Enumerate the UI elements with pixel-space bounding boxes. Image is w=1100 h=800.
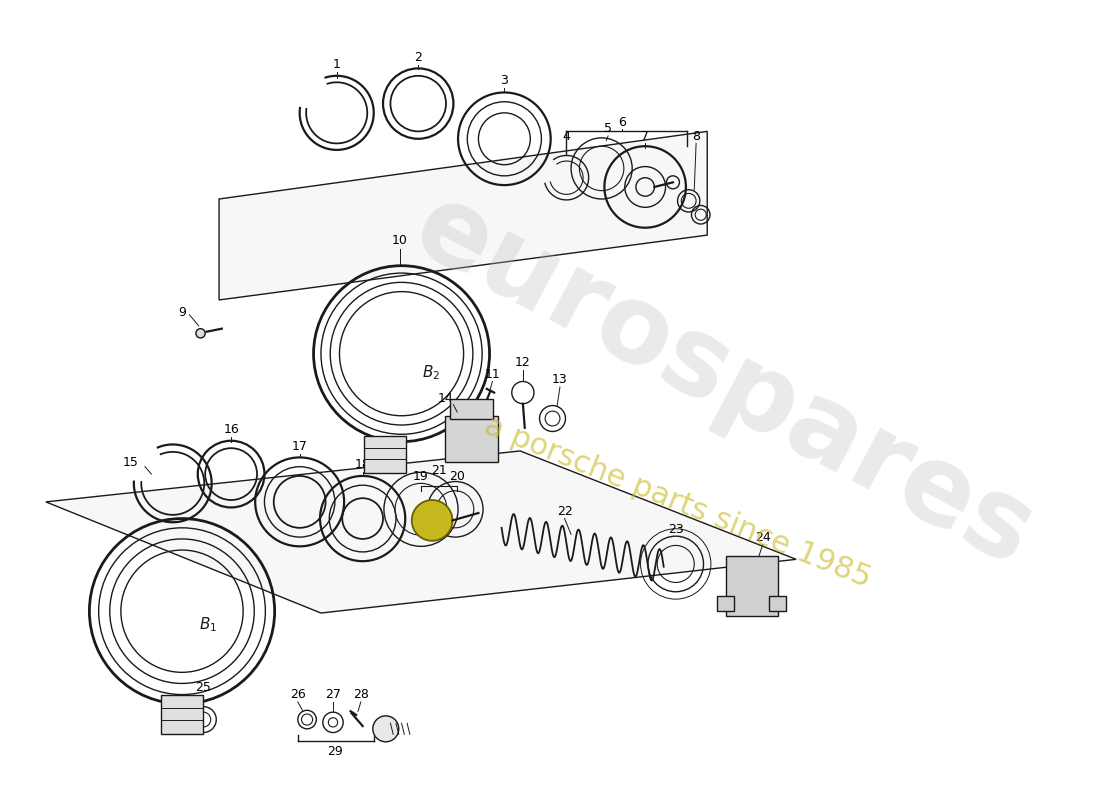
Text: 9: 9	[178, 306, 186, 318]
Text: 17: 17	[292, 440, 308, 453]
Text: 14: 14	[438, 392, 454, 405]
Text: 1: 1	[333, 58, 341, 71]
Text: 12: 12	[515, 357, 531, 370]
Text: 3: 3	[500, 74, 508, 87]
FancyBboxPatch shape	[364, 436, 406, 473]
Text: $\mathit{B}_2$: $\mathit{B}_2$	[422, 363, 440, 382]
Text: 22: 22	[557, 505, 572, 518]
Text: 7: 7	[641, 130, 649, 142]
Text: 20: 20	[449, 470, 465, 483]
Polygon shape	[46, 451, 796, 613]
Text: 26: 26	[290, 688, 306, 701]
Text: 10: 10	[392, 234, 408, 247]
Polygon shape	[219, 131, 707, 300]
Text: 27: 27	[326, 688, 341, 701]
Text: 5: 5	[604, 122, 612, 135]
Text: $\mathit{B}_1$: $\mathit{B}_1$	[199, 616, 217, 634]
Text: 29: 29	[327, 746, 343, 758]
FancyBboxPatch shape	[450, 399, 493, 419]
Text: 28: 28	[353, 688, 369, 701]
FancyBboxPatch shape	[161, 695, 204, 734]
Text: 15: 15	[123, 457, 139, 470]
FancyBboxPatch shape	[769, 596, 786, 611]
Text: 19: 19	[414, 470, 429, 483]
Text: a porsche parts since 1985: a porsche parts since 1985	[480, 411, 876, 593]
Circle shape	[373, 716, 399, 742]
Text: 2: 2	[415, 50, 422, 64]
Text: 13: 13	[552, 373, 568, 386]
FancyBboxPatch shape	[446, 416, 498, 462]
Text: 16: 16	[223, 423, 239, 436]
Text: 21: 21	[431, 464, 447, 477]
Text: 4: 4	[562, 130, 571, 142]
Text: 8: 8	[692, 130, 700, 142]
Circle shape	[196, 329, 206, 338]
Text: 25: 25	[196, 681, 211, 694]
Circle shape	[411, 500, 452, 541]
Text: 23: 23	[668, 523, 683, 536]
Text: eurospares: eurospares	[396, 174, 1052, 589]
Polygon shape	[726, 556, 778, 616]
Text: 6: 6	[618, 116, 626, 129]
Text: 24: 24	[755, 530, 771, 543]
FancyBboxPatch shape	[717, 596, 734, 611]
Text: 11: 11	[484, 367, 500, 381]
Text: 18: 18	[354, 458, 371, 471]
